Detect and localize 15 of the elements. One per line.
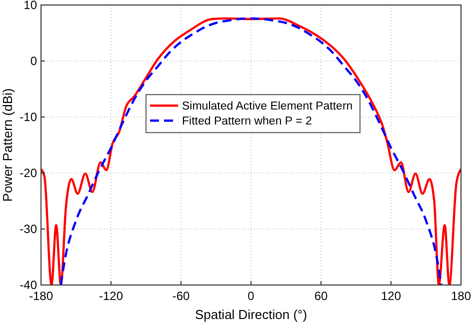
x-tick-label: 60 — [314, 289, 328, 303]
y-tick-label: 10 — [24, 0, 38, 12]
y-tick-label: -20 — [20, 166, 38, 180]
x-tick-label: -60 — [172, 289, 190, 303]
legend-label: Fitted Pattern when P = 2 — [182, 116, 312, 128]
y-tick-label: -30 — [20, 222, 38, 236]
legend-label: Simulated Active Element Pattern — [182, 100, 353, 113]
x-tick-label: 0 — [248, 289, 255, 303]
x-axis-title: Spatial Direction (°) — [194, 307, 308, 322]
y-axis-title: Power Pattern (dBi) — [0, 88, 15, 202]
x-tick-label: -120 — [98, 289, 124, 303]
x-tick-label: 180 — [450, 289, 472, 303]
x-tick-label: 120 — [380, 289, 402, 303]
y-tick-label: -10 — [20, 110, 38, 124]
y-tick-label: 0 — [30, 54, 38, 68]
